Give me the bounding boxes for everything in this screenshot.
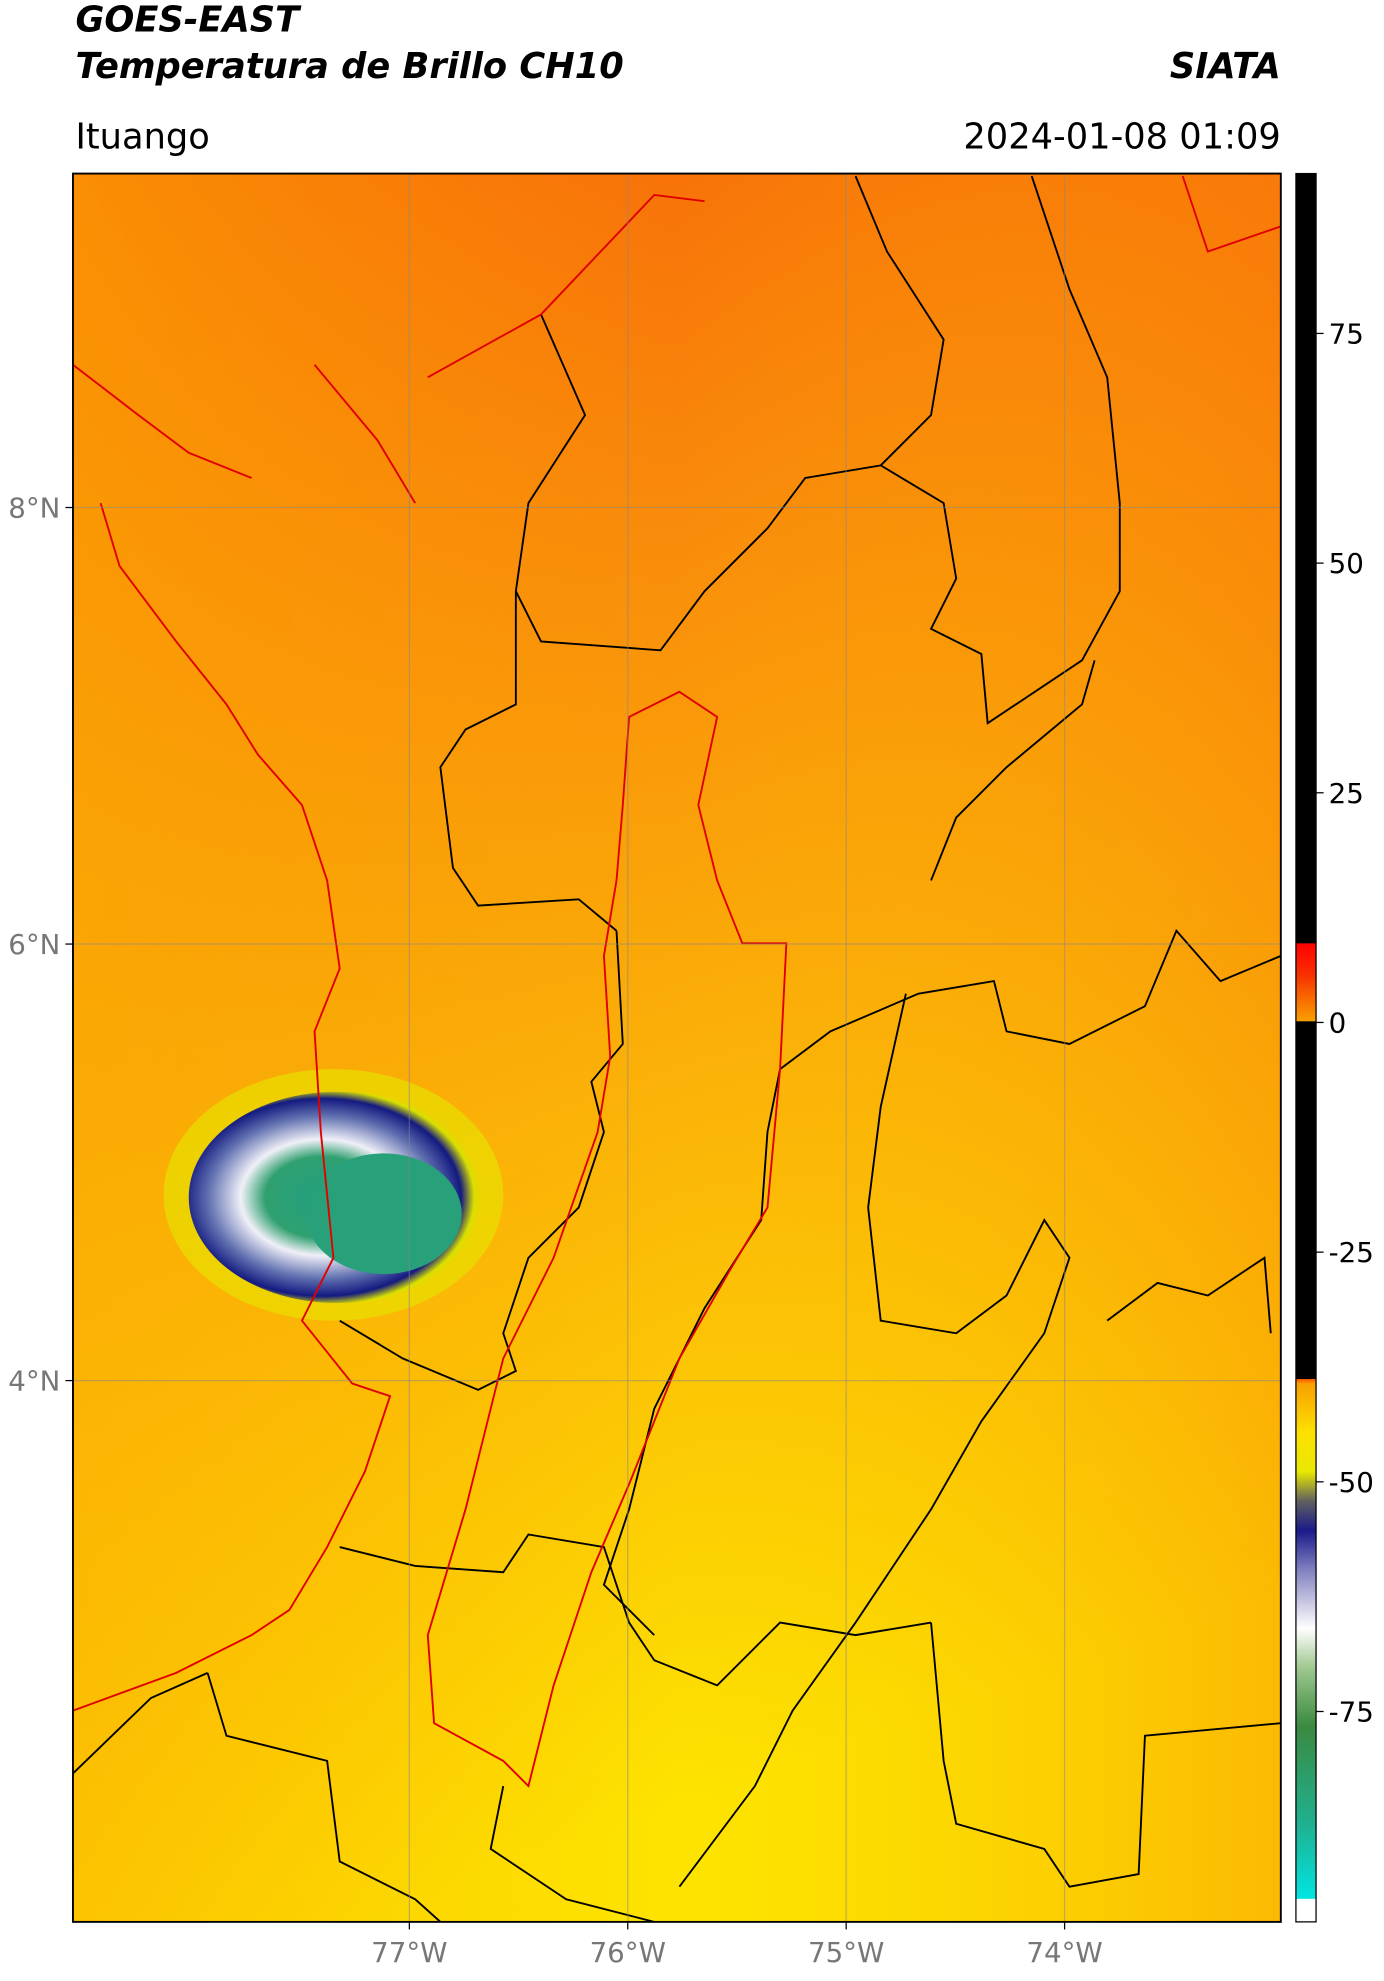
map-image [72,173,1281,1922]
x-tick-label: 76°W [590,1936,666,1969]
colorbar-warm [1295,943,1317,1022]
colorbar-tick-label: 25 [1329,777,1364,810]
colorbar-tick-label: -25 [1329,1236,1374,1269]
y-tick-label: 6°N [8,928,60,961]
colorbar-scale [1295,943,1317,1922]
title: GOES-EAST [75,0,302,40]
x-tick-label: 77°W [371,1936,447,1969]
x-tick-label: 75°W [808,1936,884,1969]
colorbar-tick-label: -75 [1329,1696,1374,1729]
subtitle: Temperatura de Brillo CH10 [75,46,623,87]
colorbar-tick-label: 75 [1329,317,1364,350]
map-shade [72,173,1281,1922]
colorbar-tick-label: 50 [1329,547,1364,580]
boundaries [72,175,1281,1922]
colorbar-tick-label: -50 [1329,1466,1374,1499]
brand: SIATA [1170,46,1281,87]
cloud-core [305,1153,462,1275]
colorbar-tick-label: 0 [1329,1007,1347,1040]
colorbar-frame [1295,172,1317,1923]
y-tick-label: 8°N [8,492,60,525]
x-tick-label: 74°W [1026,1936,1102,1969]
datetime: 2024-01-08 01:09 [963,116,1280,157]
y-tick-label: 4°N [8,1365,60,1398]
location: Ituango [75,116,209,157]
map-frame [72,172,1282,1923]
region-outline [72,175,1281,1788]
grid [72,173,1281,1922]
